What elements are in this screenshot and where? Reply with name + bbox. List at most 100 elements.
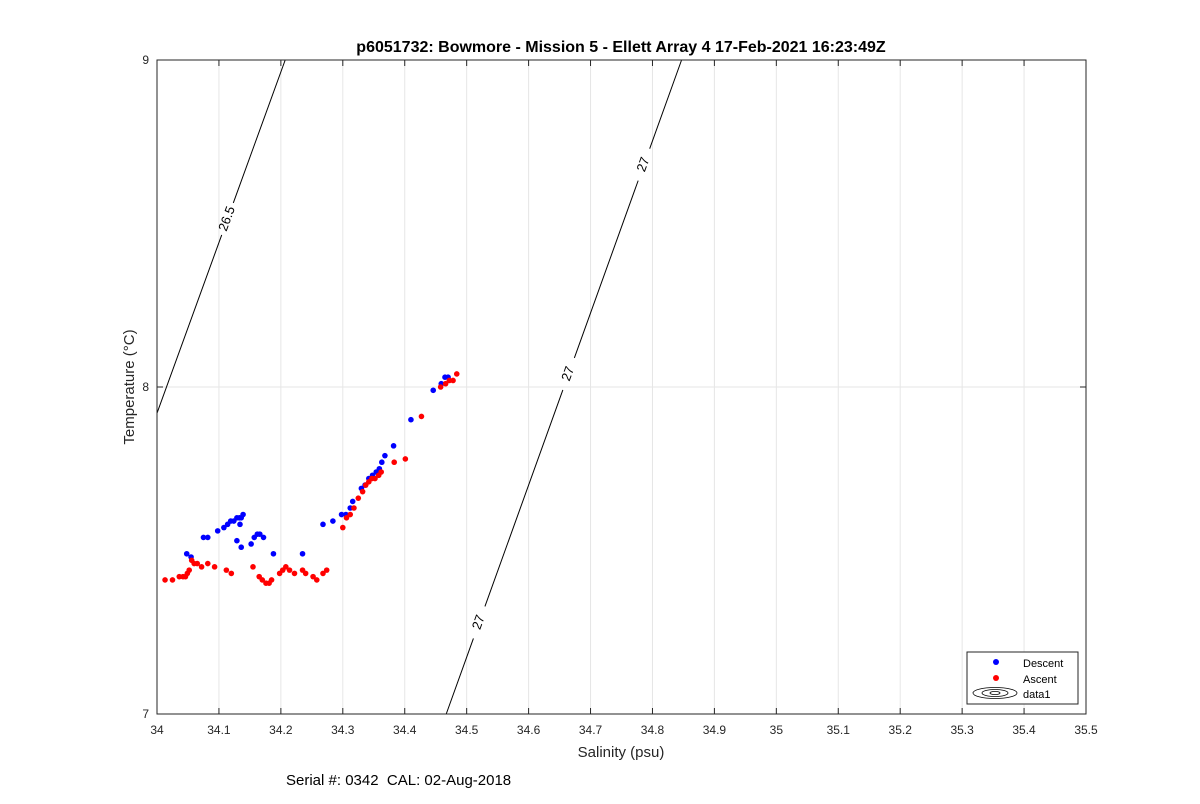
- descent-point: [330, 518, 336, 524]
- x-tick-label: 35.1: [827, 723, 851, 737]
- y-tick-label: 9: [142, 53, 149, 67]
- grid: [157, 60, 1086, 714]
- descent-point: [183, 550, 190, 557]
- x-tick-label: 35.2: [889, 723, 913, 737]
- ascent-point: [186, 567, 193, 573]
- isopycnal-label: 27: [558, 364, 577, 383]
- descent-point: [349, 498, 356, 505]
- isopycnal-line-27: [649, 59, 683, 149]
- serial-calibration-note: Serial #: 0342 CAL: 02-Aug-2018: [286, 772, 512, 789]
- isopycnal-line-26.5: [156, 234, 223, 414]
- x-tick-label: 34.8: [641, 723, 665, 737]
- isopycnal-label: 27: [633, 155, 652, 174]
- ascent-point: [302, 570, 309, 577]
- data-points: [162, 371, 460, 586]
- descent-point: [234, 537, 240, 544]
- isopycnal-line-26.5: [232, 59, 286, 204]
- descent-point: [320, 521, 326, 528]
- ascent-point: [250, 564, 256, 570]
- ascent-point: [259, 577, 266, 583]
- descent-point: [214, 528, 221, 534]
- y-tick-label: 8: [142, 380, 149, 394]
- descent-point: [382, 452, 388, 459]
- ascent-point: [286, 567, 293, 573]
- ascent-point: [228, 570, 235, 577]
- x-tick-label: 34.3: [331, 723, 355, 737]
- ascent-point: [355, 495, 362, 501]
- ascent-point: [323, 567, 330, 573]
- ascent-point: [391, 459, 398, 466]
- legend-ascent-marker: [993, 675, 999, 681]
- y-axis-label: Temperature (°C): [121, 329, 138, 444]
- descent-point: [240, 511, 246, 518]
- x-tick-label: 35.4: [1012, 723, 1036, 737]
- ascent-point: [359, 488, 366, 495]
- descent-point: [221, 524, 227, 531]
- series-ascent: [162, 371, 460, 586]
- ascent-point: [418, 413, 425, 420]
- x-ticks: 34 34.1 34.2 34.3 34.4 34.5 34.6 34.7 34.8 34.9 35…: [150, 60, 1098, 737]
- density-contours: [156, 59, 683, 715]
- ascent-point: [450, 377, 456, 384]
- ascent-point: [194, 560, 201, 567]
- x-tick-label: 34.5: [455, 723, 479, 737]
- x-tick-label: 34: [150, 723, 164, 737]
- ascent-point: [343, 515, 350, 521]
- ascent-point: [291, 570, 298, 577]
- ascent-point: [162, 577, 168, 583]
- legend-contour-icon: [972, 687, 1018, 699]
- ascent-point: [198, 564, 205, 570]
- ascent-point: [313, 577, 320, 583]
- descent-point: [270, 550, 277, 557]
- ascent-point: [204, 560, 211, 567]
- ascent-point: [340, 524, 346, 531]
- legend-ascent-label: Ascent: [1023, 674, 1057, 686]
- descent-point: [299, 550, 306, 557]
- legend: Descent Ascent data1: [966, 651, 1079, 705]
- legend-data1-label: data1: [1023, 689, 1051, 701]
- x-tick-label: 34.2: [269, 723, 293, 737]
- x-tick-label: 34.1: [207, 723, 231, 737]
- descent-point: [338, 511, 345, 518]
- isopycnal-line-27: [445, 638, 474, 715]
- descent-point: [390, 443, 397, 449]
- ascent-point: [211, 564, 218, 570]
- descent-point: [238, 544, 245, 551]
- ascent-point: [310, 573, 316, 580]
- ascent-point: [437, 384, 444, 390]
- descent-point: [408, 416, 414, 423]
- descent-point: [379, 459, 385, 466]
- x-tick-label: 35: [770, 723, 784, 737]
- descent-point: [237, 521, 243, 528]
- descent-point: [204, 534, 211, 541]
- x-tick-label: 34.4: [393, 723, 417, 737]
- ascent-point: [283, 564, 289, 570]
- ascent-point: [351, 505, 357, 511]
- descent-point: [248, 541, 254, 547]
- ascent-point: [372, 475, 378, 482]
- x-tick-label: 34.7: [579, 723, 603, 737]
- ascent-point: [223, 567, 230, 573]
- ascent-point: [320, 570, 326, 577]
- descent-point: [257, 531, 263, 537]
- x-tick-label: 34.9: [703, 723, 727, 737]
- y-ticks: 7 8 9: [142, 53, 1086, 721]
- ascent-point: [442, 380, 449, 387]
- isopycnal-line-27: [484, 389, 564, 607]
- ascent-point: [402, 456, 409, 462]
- descent-point: [200, 534, 207, 541]
- chart-title: p6051732: Bowmore - Mission 5 - Ellett A…: [356, 39, 886, 56]
- x-tick-label: 35.3: [950, 723, 974, 737]
- descent-point: [260, 534, 267, 541]
- x-tick-label: 34.6: [517, 723, 541, 737]
- ascent-point: [347, 511, 354, 518]
- ascent-point: [169, 577, 176, 583]
- ascent-point: [268, 577, 275, 583]
- isopycnal-label: 27: [469, 613, 488, 632]
- x-axis-label: Salinity (psu): [578, 744, 665, 761]
- legend-descent-marker: [993, 659, 999, 665]
- ascent-point: [453, 371, 460, 377]
- ascent-point: [378, 469, 384, 475]
